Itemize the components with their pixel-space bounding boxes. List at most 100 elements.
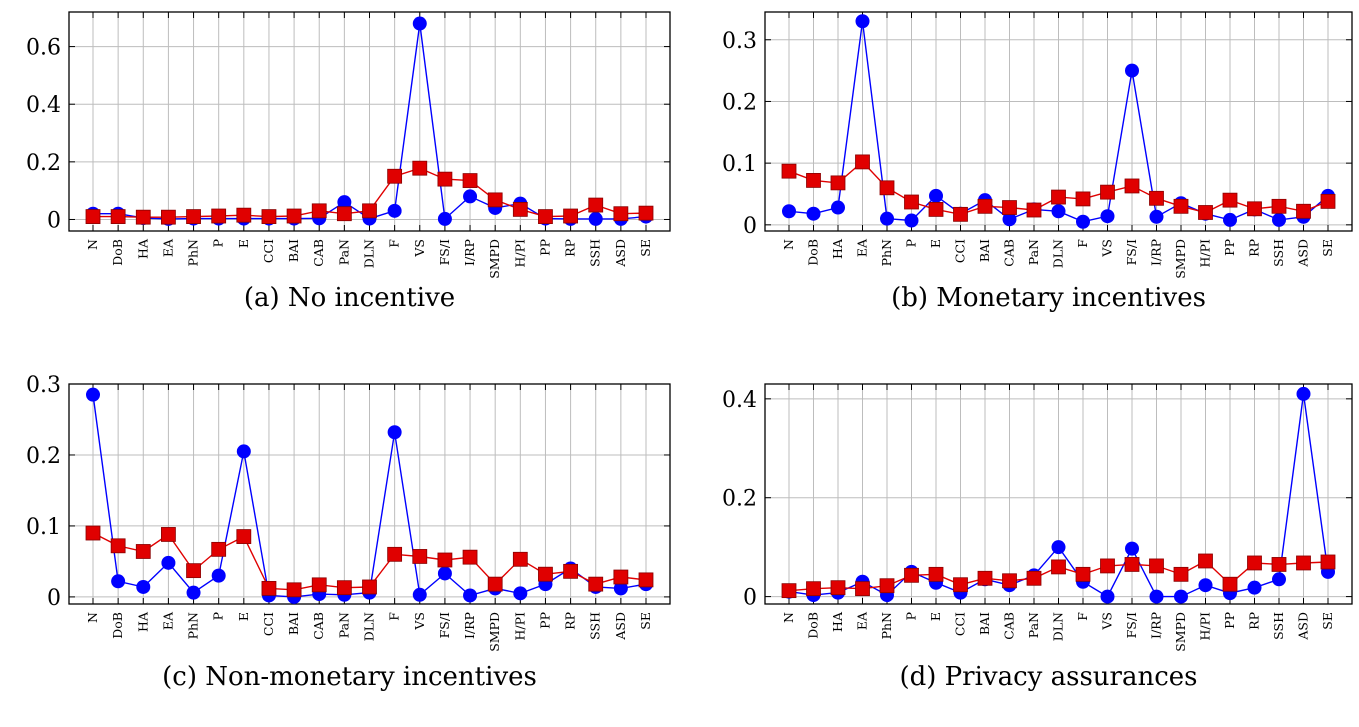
x-tick-label: BAI — [977, 239, 992, 262]
data-point-square — [1222, 576, 1238, 592]
x-tick-label: HA — [830, 611, 845, 632]
y-tick-label: 0.2 — [722, 487, 757, 512]
x-tick-label: CAB — [311, 612, 326, 640]
y-tick-label: 0.6 — [26, 36, 61, 61]
data-point-circle — [613, 581, 628, 596]
x-tick-label: DoB — [110, 239, 125, 266]
x-tick-label: H/PI — [1198, 239, 1213, 268]
data-point-square — [1173, 198, 1189, 214]
x-tick-label: CCI — [261, 239, 276, 263]
data-point-square — [462, 173, 478, 188]
data-point-circle — [1051, 540, 1066, 555]
chart-panel-2: 0 0.1 0.2 0.3 N DoB HA EA PhN P E CCI BAI CAB PaN DLN F V… — [26, 373, 671, 692]
data-point-circle — [1076, 214, 1090, 229]
panel-caption: (c) Non-monetary incentives — [162, 662, 537, 692]
data-point-square — [904, 194, 919, 210]
x-tick-label: I/RP — [1149, 239, 1164, 266]
x-tick-label: H/PI — [1198, 612, 1213, 641]
x-tick-label: PaN — [1026, 612, 1041, 638]
data-point-square — [1002, 200, 1017, 215]
x-tick-label: P — [211, 612, 226, 620]
x-tick-label: DLN — [362, 612, 377, 641]
x-tick-label: F — [387, 239, 402, 248]
x-tick-label: RP — [563, 239, 578, 257]
data-point-circle — [1125, 541, 1139, 556]
x-tick-label: I/RP — [462, 239, 477, 266]
y-tick-label: 0 — [47, 586, 61, 611]
x-tick-label: DLN — [1051, 612, 1066, 641]
data-point-circle — [1296, 386, 1311, 401]
x-tick-label: VS — [412, 239, 427, 258]
x-tick-label: E — [928, 239, 943, 248]
data-point-square — [781, 583, 797, 599]
x-tick-label: HA — [830, 238, 845, 259]
data-point-square — [1247, 201, 1262, 217]
data-point-square — [311, 577, 327, 593]
chart-panel-3: 0 0.2 0.4 N DoB HA EA PhN P E CCI BAI CAB PaN DLN F VS FS… — [722, 383, 1353, 692]
panel-caption: (b) Monetary incentives — [891, 283, 1206, 313]
x-tick-label: SSH — [1271, 612, 1286, 640]
data-point-square — [1124, 178, 1140, 194]
data-point-square — [110, 538, 126, 554]
data-point-square — [1051, 559, 1066, 575]
x-tick-label: SSH — [588, 239, 603, 267]
data-point-square — [953, 577, 968, 593]
x-tick-label: P — [904, 239, 919, 247]
data-point-square — [855, 154, 870, 170]
data-point-circle — [236, 444, 251, 459]
data-point-square — [830, 175, 846, 191]
x-tick-label: FS/I — [1124, 612, 1139, 638]
x-tick-label: PhN — [186, 239, 201, 266]
x-tick-label: EA — [855, 611, 870, 630]
data-point-square — [261, 580, 277, 596]
data-point-square — [1173, 566, 1189, 582]
data-point-square — [904, 567, 919, 583]
x-tick-label: ASD — [613, 612, 628, 641]
data-point-square — [977, 198, 993, 214]
x-tick-label: DoB — [110, 612, 125, 639]
data-point-square — [387, 546, 403, 562]
data-point-circle — [1149, 589, 1164, 604]
x-tick-label: CCI — [953, 239, 968, 263]
chart-panel-0: 0 0.2 0.4 0.6 N DoB HA EA PhN P E CCI BAI CAB PaN DLN F V… — [26, 11, 671, 313]
x-tick-label: CAB — [1002, 239, 1017, 267]
data-point-circle — [1272, 572, 1286, 587]
x-tick-label: BAI — [977, 612, 992, 635]
data-point-square — [830, 580, 846, 596]
y-tick-label: 0.1 — [26, 515, 61, 540]
data-point-square — [879, 578, 895, 594]
data-point-square — [613, 569, 629, 585]
x-tick-label: SE — [1320, 612, 1335, 630]
y-tick-label: 0.3 — [722, 29, 757, 54]
x-tick-label: CCI — [953, 612, 968, 636]
x-tick-label: RP — [1247, 612, 1262, 630]
data-point-square — [806, 581, 821, 597]
data-point-circle — [463, 588, 478, 603]
data-point-square — [1320, 193, 1336, 209]
y-tick-label: 0 — [47, 208, 61, 233]
data-point-circle — [1272, 212, 1286, 227]
data-point-square — [1271, 198, 1287, 214]
data-point-square — [286, 208, 302, 224]
data-point-square — [806, 173, 821, 188]
x-tick-label: VS — [1100, 612, 1115, 631]
x-tick-label: E — [236, 612, 251, 621]
data-point-square — [1296, 555, 1311, 571]
data-point-square — [186, 209, 201, 224]
x-tick-label: E — [928, 612, 943, 621]
data-point-circle — [136, 579, 151, 594]
data-point-square — [1149, 190, 1164, 206]
data-point-square — [512, 201, 528, 217]
x-tick-label: SMPD — [487, 239, 502, 279]
data-point-square — [211, 541, 227, 557]
x-tick-label: FS/I — [437, 239, 452, 265]
panel-caption: (d) Privacy assurances — [899, 662, 1197, 692]
x-tick-label: HA — [135, 611, 150, 632]
data-point-square — [977, 570, 993, 586]
data-point-circle — [904, 213, 919, 228]
data-point-square — [161, 527, 176, 542]
data-point-square — [1271, 557, 1287, 572]
x-tick-label: DLN — [362, 239, 377, 268]
x-tick-label: P — [211, 239, 226, 247]
data-point-circle — [831, 200, 845, 215]
